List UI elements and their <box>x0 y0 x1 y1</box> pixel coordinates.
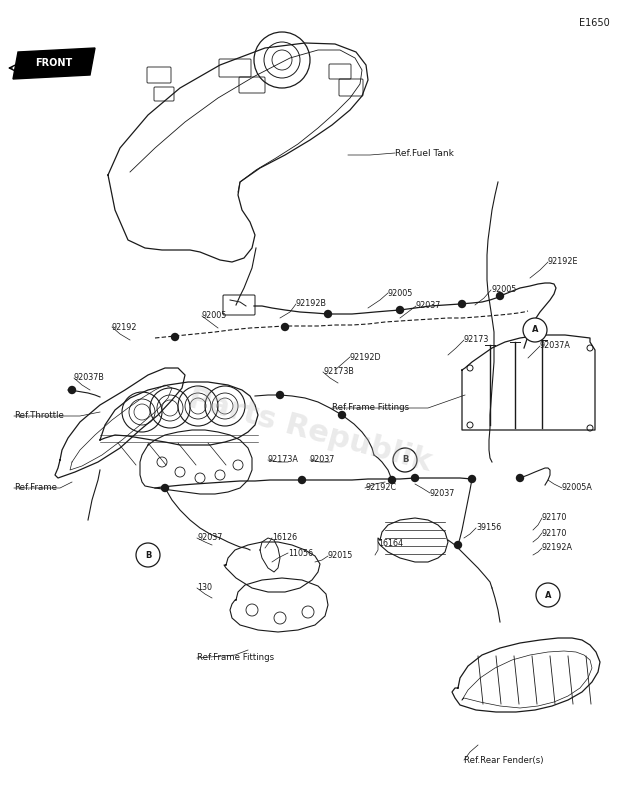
Text: B: B <box>145 550 151 559</box>
Text: 92173B: 92173B <box>323 367 354 377</box>
Circle shape <box>393 448 417 472</box>
Polygon shape <box>100 382 258 445</box>
Text: B: B <box>402 455 408 465</box>
Text: 16164: 16164 <box>378 538 403 547</box>
Text: Ref.Frame: Ref.Frame <box>14 483 57 493</box>
Circle shape <box>396 306 404 314</box>
Text: 92037B: 92037B <box>74 374 105 382</box>
Circle shape <box>299 477 305 483</box>
Polygon shape <box>260 538 280 572</box>
Polygon shape <box>140 430 252 494</box>
Text: 92005: 92005 <box>202 311 228 321</box>
Circle shape <box>536 583 560 607</box>
Text: 92173: 92173 <box>464 335 490 345</box>
Text: 92005A: 92005A <box>562 483 593 493</box>
Circle shape <box>136 543 160 567</box>
Text: 92173A: 92173A <box>268 455 299 465</box>
Text: 11056: 11056 <box>288 549 313 558</box>
Circle shape <box>389 477 396 483</box>
Circle shape <box>162 485 169 491</box>
Text: Ref.Throttle: Ref.Throttle <box>14 411 64 421</box>
Polygon shape <box>13 48 95 79</box>
Polygon shape <box>452 638 600 712</box>
Circle shape <box>325 310 332 318</box>
Circle shape <box>468 475 475 482</box>
Polygon shape <box>230 578 328 632</box>
Text: 92015: 92015 <box>328 551 353 561</box>
Text: 130: 130 <box>197 583 212 593</box>
Circle shape <box>523 318 547 342</box>
Text: 16126: 16126 <box>272 534 297 542</box>
Text: 92170: 92170 <box>542 529 567 538</box>
Circle shape <box>516 474 524 482</box>
Text: Parts Republik: Parts Republik <box>185 383 435 477</box>
Circle shape <box>455 542 462 549</box>
Circle shape <box>338 411 345 418</box>
Text: A: A <box>545 590 551 599</box>
Text: 92192A: 92192A <box>542 543 573 553</box>
Circle shape <box>458 301 465 307</box>
Circle shape <box>496 293 503 299</box>
Circle shape <box>68 386 75 394</box>
Text: FRONT: FRONT <box>35 58 73 68</box>
Text: 92037: 92037 <box>430 489 455 498</box>
Text: Ref.Fuel Tank: Ref.Fuel Tank <box>395 149 454 158</box>
Text: Ref.Rear Fender(s): Ref.Rear Fender(s) <box>464 755 544 765</box>
Text: E1650: E1650 <box>579 18 610 28</box>
Circle shape <box>282 323 289 330</box>
Polygon shape <box>462 335 595 430</box>
Circle shape <box>172 334 179 341</box>
Text: 92192E: 92192E <box>548 258 578 266</box>
Circle shape <box>277 391 284 398</box>
Text: A: A <box>532 326 538 334</box>
Text: 92037A: 92037A <box>540 342 571 350</box>
Polygon shape <box>378 518 448 562</box>
Text: 92037: 92037 <box>197 534 223 542</box>
Text: 92005: 92005 <box>388 289 414 298</box>
Polygon shape <box>224 542 320 592</box>
Text: 92037: 92037 <box>416 302 442 310</box>
Text: Ref.Frame Fittings: Ref.Frame Fittings <box>197 654 274 662</box>
Text: 92005: 92005 <box>491 286 516 294</box>
Text: 92192C: 92192C <box>365 483 396 493</box>
Text: 39156: 39156 <box>476 523 501 533</box>
Text: Ref.Frame Fittings: Ref.Frame Fittings <box>332 403 409 413</box>
Polygon shape <box>108 43 368 262</box>
Text: 92192D: 92192D <box>350 353 382 362</box>
Polygon shape <box>55 368 185 478</box>
Text: 92037: 92037 <box>310 455 335 465</box>
Text: 92192B: 92192B <box>296 299 327 309</box>
Text: 92192: 92192 <box>112 322 137 331</box>
Circle shape <box>412 474 419 482</box>
Text: 92170: 92170 <box>542 514 567 522</box>
